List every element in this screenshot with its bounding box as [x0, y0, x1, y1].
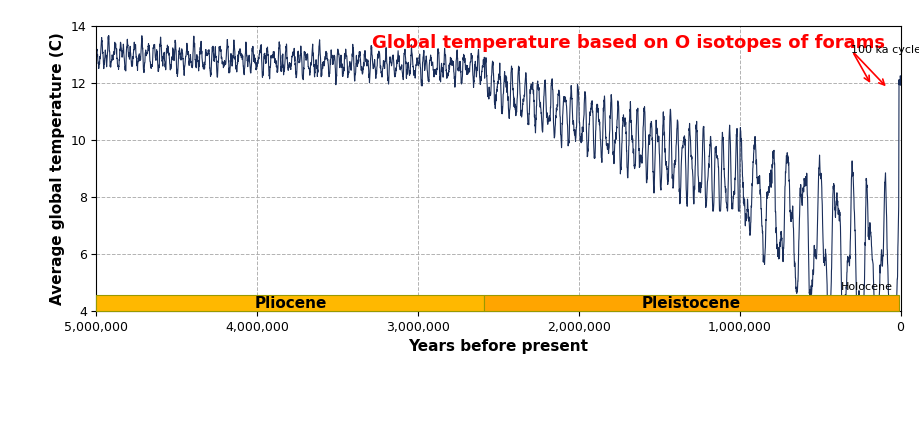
Bar: [96, 295, 484, 311]
Text: Pliocene: Pliocene: [255, 296, 326, 311]
Text: Holocene: Holocene: [841, 282, 892, 292]
Y-axis label: Average global temperature (C): Average global temperature (C): [51, 32, 65, 305]
X-axis label: Years before present: Years before present: [409, 339, 588, 354]
Text: 100 ka cycles: 100 ka cycles: [851, 45, 919, 55]
Bar: [484, 295, 899, 311]
Text: Pleistocene: Pleistocene: [642, 296, 741, 311]
Text: Global temperature based on O isotopes of forams: Global temperature based on O isotopes o…: [371, 34, 884, 52]
